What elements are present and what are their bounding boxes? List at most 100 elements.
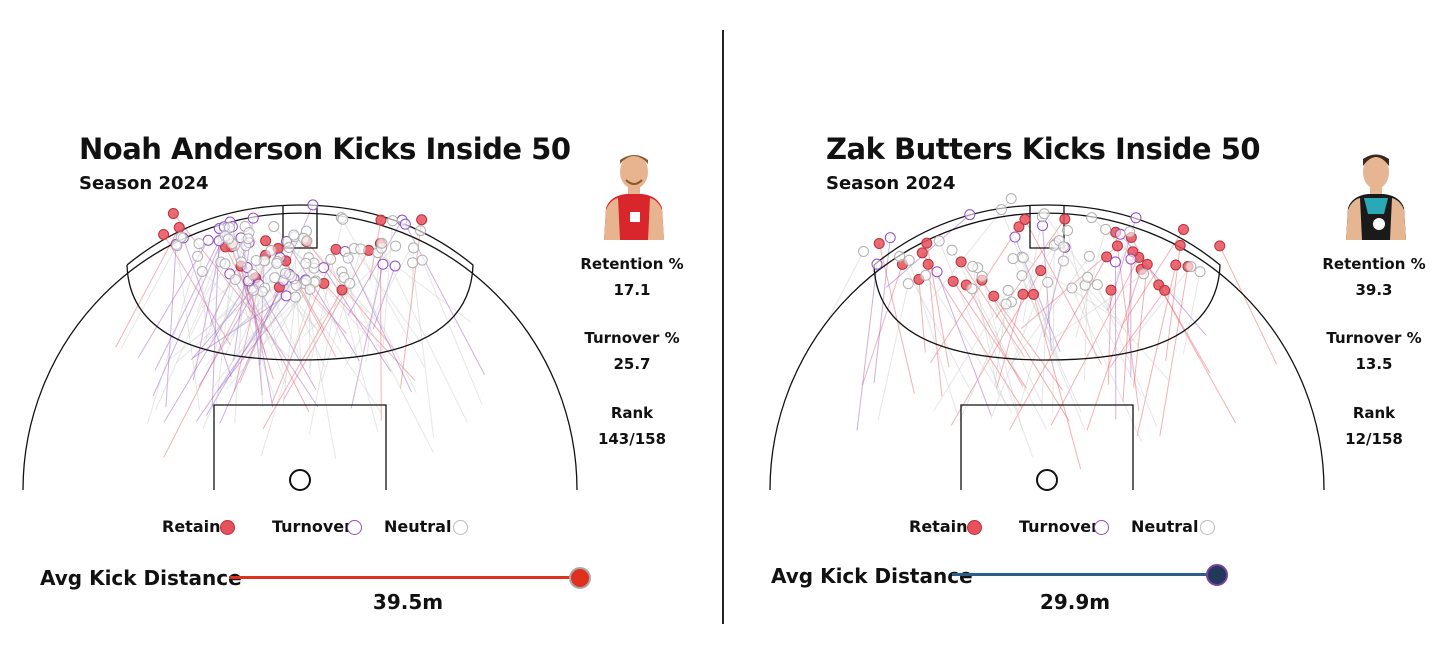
avg-kick-value: 39.5m: [372, 590, 444, 614]
kick-path-retain: [306, 241, 395, 351]
kick-path-retain: [115, 227, 180, 348]
kick-path-neutral: [1071, 287, 1142, 442]
kick-path-neutral: [234, 279, 275, 397]
kick-point-retain: [1111, 240, 1123, 252]
kick-path-neutral: [347, 257, 417, 393]
kick-path-neutral: [1084, 284, 1169, 381]
kick-path-turnover: [856, 264, 878, 431]
kick-point-neutral: [265, 244, 277, 256]
kick-point-retain: [158, 228, 170, 240]
kick-point-neutral: [1016, 270, 1028, 282]
player-photo-avatar: [600, 150, 668, 240]
kick-path-neutral: [340, 217, 425, 368]
kick-path-neutral: [994, 303, 1007, 387]
kick-point-neutral: [248, 284, 260, 296]
kick-point-retain: [336, 284, 348, 296]
kick-point-neutral: [946, 244, 958, 256]
legend-retain-label: Retain: [162, 517, 221, 536]
kick-point-neutral: [300, 257, 312, 269]
kick-path-retain: [1122, 251, 1134, 402]
kick-point-neutral: [250, 254, 262, 266]
kick-point-turnover: [202, 234, 214, 246]
kick-path-retain: [995, 294, 1024, 389]
kick-path-neutral: [190, 263, 226, 336]
stat-rank-value: 143/158: [597, 430, 667, 448]
kick-point-neutral: [1042, 276, 1054, 288]
kick-path-retain: [952, 281, 1028, 389]
panel-divider: [722, 30, 724, 624]
kick-path-turnover: [885, 214, 971, 288]
centre-square: [213, 404, 387, 490]
kick-path-neutral: [959, 301, 1012, 422]
kick-point-neutral: [902, 278, 914, 290]
kick-point-turnover: [389, 260, 401, 272]
kick-point-neutral: [1066, 282, 1078, 294]
kick-point-neutral: [1194, 266, 1206, 278]
kick-path-retain: [862, 264, 903, 386]
kick-path-retain: [1024, 219, 1102, 365]
kick-path-neutral: [382, 220, 394, 351]
kick-path-neutral: [303, 237, 384, 329]
kick-point-neutral: [903, 254, 915, 266]
kick-path-retain: [323, 283, 416, 382]
kick-path-turnover: [163, 280, 249, 423]
kick-point-neutral: [269, 272, 281, 284]
kick-point-retain: [173, 222, 185, 234]
goal-square: [282, 205, 318, 249]
kick-point-neutral: [1000, 298, 1012, 310]
kick-point-neutral: [219, 258, 231, 270]
kick-point-neutral: [222, 233, 234, 245]
avg-kick-label: Avg Kick Distance: [40, 566, 242, 590]
kick-path-neutral: [211, 263, 307, 391]
kick-path-turnover: [192, 226, 225, 381]
kick-point-retain: [988, 290, 1000, 302]
kick-point-retain: [1019, 213, 1031, 225]
kick-point-turnover: [1125, 253, 1137, 265]
kick-point-retain: [921, 237, 933, 249]
avg-kick-bar: [952, 573, 1210, 576]
kick-point-neutral: [894, 251, 906, 263]
kick-point-neutral: [387, 215, 399, 227]
kick-point-neutral: [1002, 284, 1014, 296]
stat-retention: Retention % 17.1: [572, 255, 692, 299]
kick-path-neutral: [1052, 245, 1055, 413]
kick-path-neutral: [1062, 246, 1142, 396]
kick-path-retain: [965, 284, 1024, 387]
kick-point-neutral: [1083, 250, 1095, 262]
kick-point-neutral: [325, 253, 337, 265]
kick-path-retain: [163, 277, 257, 458]
kick-point-turnover: [280, 290, 292, 302]
kick-path-retain: [1133, 264, 1148, 388]
kick-point-retain: [947, 275, 959, 287]
avg-kick-marker: [1206, 564, 1228, 586]
kick-point-neutral: [235, 256, 247, 268]
kick-point-neutral: [390, 240, 402, 252]
kick-path-retain: [1158, 284, 1237, 424]
kick-path-neutral: [908, 260, 958, 415]
kick-path-neutral: [1083, 277, 1089, 382]
kick-path-neutral: [421, 259, 483, 405]
kick-path-retain: [1050, 257, 1140, 426]
kick-point-neutral: [1124, 226, 1136, 238]
kick-point-neutral: [1007, 253, 1019, 265]
boundary-arc: [769, 212, 1325, 491]
kick-path-neutral: [155, 261, 222, 410]
kick-path-neutral: [1009, 256, 1090, 367]
kick-path-retain: [1136, 264, 1177, 437]
kick-point-turnover: [247, 212, 259, 224]
kick-point-retain: [1159, 284, 1171, 296]
stat-rank: Rank 143/158: [572, 404, 692, 448]
kick-path-turnover: [259, 260, 265, 366]
legend-retain-marker: [220, 520, 235, 535]
kick-path-turnover: [195, 278, 295, 422]
kick-point-retain: [167, 207, 179, 219]
kick-point-neutral: [1038, 208, 1050, 220]
kick-point-neutral: [247, 269, 259, 281]
kick-point-neutral: [1082, 271, 1094, 283]
kick-point-neutral: [1086, 212, 1098, 224]
kick-point-retain: [1035, 265, 1047, 277]
stat-rank-label: Rank: [1352, 404, 1396, 422]
chart-subtitle: Season 2024: [826, 173, 956, 194]
kick-point-retain: [260, 235, 272, 247]
kick-path-neutral: [260, 282, 315, 457]
